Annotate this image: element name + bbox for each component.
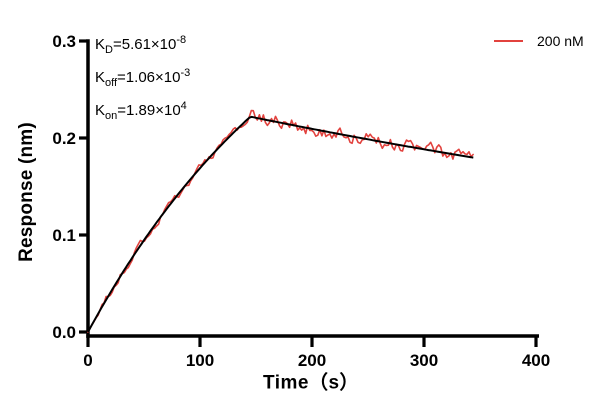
kd-value: =5.61×10 [112, 36, 177, 53]
kon-exponent: 4 [180, 100, 187, 112]
kinetics-annotation: KD=5.61×10-8 Koff=1.06×10-3 Kon=1.89×104 [95, 29, 190, 128]
kd-symbol: K [95, 36, 106, 53]
koff-symbol: K [95, 69, 106, 86]
kd-subscript: D [105, 44, 113, 56]
data-series-200nM [87, 109, 474, 333]
y-axis-title: Response (nm) [16, 122, 37, 262]
y-tick-label: 0.0 [52, 323, 76, 342]
koff-annotation-line: Koff=1.06×10-3 [95, 62, 190, 95]
fit-curve-line [87, 115, 474, 333]
koff-value: =1.06×10 [117, 69, 181, 86]
x-tick-label: 400 [522, 351, 550, 370]
x-tick-label: 100 [186, 351, 214, 370]
legend-line-swatch [494, 40, 523, 42]
kon-symbol: K [95, 102, 106, 119]
kd-exponent: -8 [176, 34, 187, 46]
kon-annotation-line: Kon=1.89×104 [95, 95, 190, 128]
y-tick-label: 0.3 [52, 32, 76, 51]
koff-exponent: -3 [180, 67, 191, 79]
x-tick-label: 0 [83, 351, 92, 370]
y-tick-label: 0.1 [52, 226, 76, 245]
kon-subscript: on [105, 110, 118, 122]
x-tick-label: 300 [410, 351, 438, 370]
y-tick-label: 0.2 [52, 129, 76, 148]
legend-label: 200 nM [537, 33, 584, 49]
kd-annotation-line: KD=5.61×10-8 [95, 29, 190, 62]
kon-value: =1.89×10 [117, 102, 181, 119]
x-axis-title: Time（s） [262, 372, 360, 394]
x-tick-label: 200 [298, 351, 326, 370]
legend: 200 nM [494, 32, 584, 50]
koff-subscript: off [105, 77, 118, 89]
